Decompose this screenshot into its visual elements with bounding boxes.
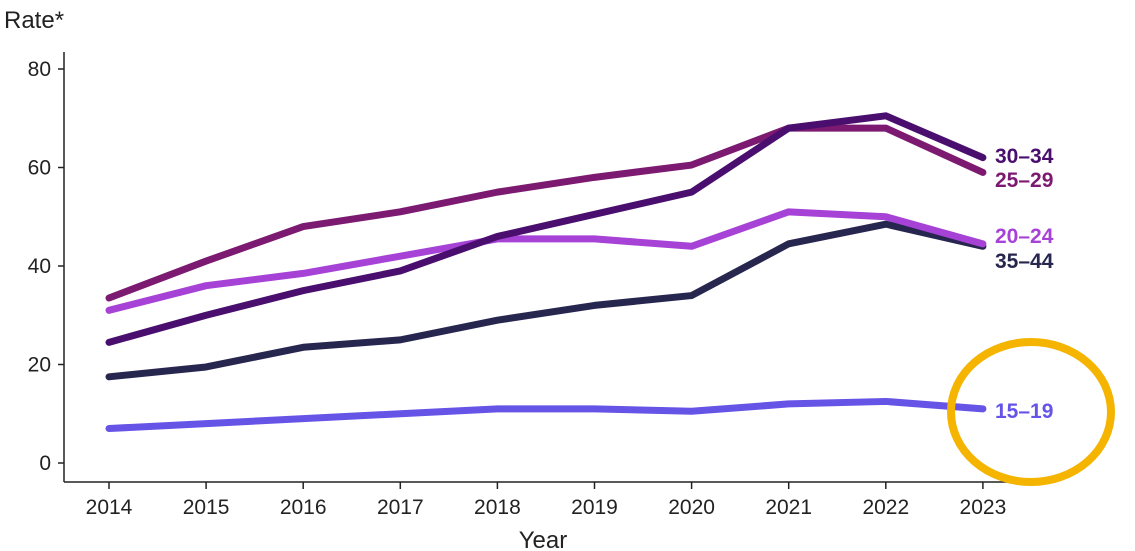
x-tick-label: 2016	[280, 496, 327, 519]
series-line-25-29	[105, 124, 987, 302]
series-label: 20–24	[995, 225, 1054, 248]
y-tick-label: 80	[28, 58, 51, 81]
series-line-35-44	[105, 220, 987, 381]
x-tick-label: 2021	[765, 496, 812, 519]
series-lines	[105, 112, 987, 433]
x-tick-label: 2015	[183, 496, 230, 519]
y-tick-label: 60	[28, 157, 51, 180]
x-tick-label: 2023	[960, 496, 1007, 519]
x-ticks: 2014 2015 2016 2017 2018 2019 2020 2021 2022 2023	[86, 482, 1007, 519]
series-line-15-19	[105, 397, 987, 433]
highlight-circle	[947, 338, 1115, 486]
x-tick-label: 2020	[668, 496, 715, 519]
y-axis-title: Rate*	[4, 7, 64, 34]
y-axis: 0 20 40 60 80	[28, 52, 65, 482]
series-label: 30–34	[995, 145, 1054, 168]
x-axis: 2014 2015 2016 2017 2018 2019 2020 2021 2022 2023	[64, 481, 1010, 519]
series-label: 15–19	[995, 400, 1053, 423]
y-tick-label: 0	[39, 452, 51, 475]
series-line-30-34	[105, 112, 987, 346]
y-ticks: 0 20 40 60 80	[28, 58, 64, 475]
x-tick-label: 2019	[571, 496, 618, 519]
y-tick-label: 40	[28, 255, 51, 278]
x-tick-label: 2014	[86, 496, 133, 519]
x-tick-label: 2022	[862, 496, 909, 519]
x-tick-label: 2017	[377, 496, 424, 519]
x-tick-label: 2018	[474, 496, 521, 519]
series-label: 25–29	[995, 169, 1053, 192]
y-tick-label: 20	[28, 354, 51, 377]
series-line-20-24	[105, 208, 987, 314]
series-label: 35–44	[995, 250, 1054, 273]
x-axis-title: Year	[519, 527, 568, 551]
